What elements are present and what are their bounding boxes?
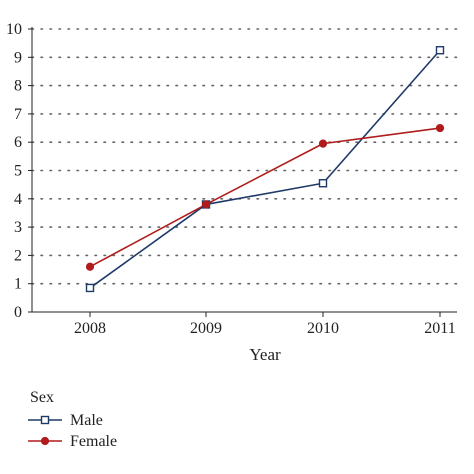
x-axis-title: Year	[249, 345, 281, 364]
point-male-2008	[85, 283, 95, 293]
y-tick-label-6: 6	[14, 134, 22, 151]
y-tick-label-8: 8	[14, 78, 22, 95]
x-tick-label-2008: 2008	[74, 320, 106, 337]
series-line-female	[89, 127, 441, 268]
legend-marker-female	[40, 436, 50, 446]
series-group	[85, 46, 445, 293]
series-line-male	[89, 49, 441, 289]
y-tick-label-7: 7	[14, 106, 22, 123]
y-tick-label-3: 3	[14, 219, 22, 236]
point-male-2010	[318, 179, 328, 188]
y-tick-label-9: 9	[14, 49, 22, 66]
point-female-2011	[435, 123, 445, 133]
y-tick-label-5: 5	[14, 163, 22, 180]
x-tick-label-2011: 2011	[424, 320, 455, 337]
point-female-2008	[85, 262, 95, 271]
point-female-2010	[318, 139, 328, 148]
legend-label-male: Male	[70, 412, 103, 429]
x-tick-label-2010: 2010	[307, 320, 339, 337]
y-tick-label-2: 2	[14, 247, 22, 264]
axes	[31, 27, 457, 313]
y-axis-ticks: 0 1 2 3 4 5 6 7 8 9 10	[6, 21, 32, 321]
y-tick-label-4: 4	[14, 191, 22, 208]
y-tick-label-10: 10	[6, 21, 22, 38]
legend-marker-male	[40, 415, 50, 425]
point-female-2009	[201, 200, 211, 209]
x-axis-ticks: 2008 2009 2010 2011	[74, 312, 456, 337]
legend: Sex Male Female	[28, 389, 117, 450]
legend-label-female: Female	[70, 433, 117, 450]
point-male-2011	[435, 46, 445, 55]
legend-title: Sex	[30, 389, 54, 406]
gridlines	[31, 28, 458, 285]
x-tick-label-2009: 2009	[190, 320, 222, 337]
y-tick-label-0: 0	[14, 304, 22, 321]
y-tick-label-1: 1	[14, 276, 22, 293]
